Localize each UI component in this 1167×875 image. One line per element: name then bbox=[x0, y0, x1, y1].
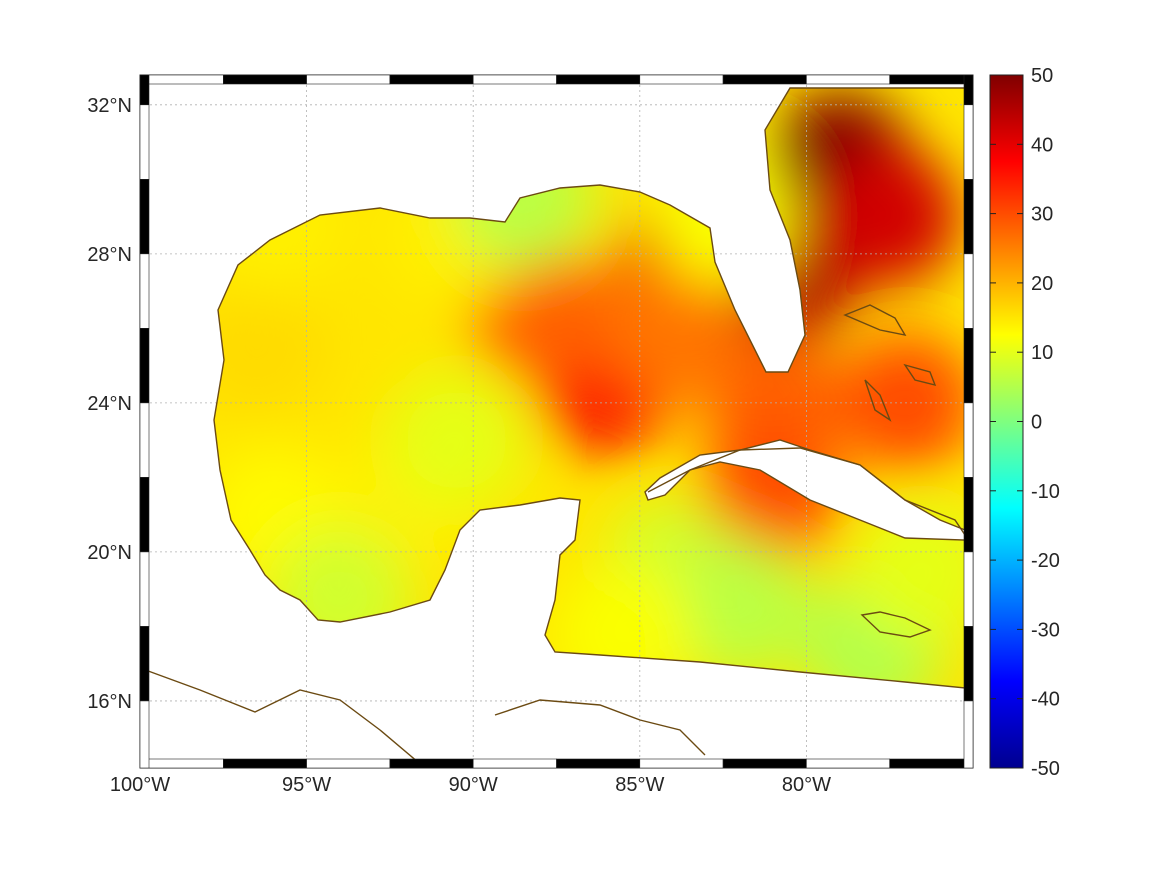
colorbar-tick-label: 20 bbox=[1031, 273, 1053, 295]
field-hotspot bbox=[386, 370, 527, 511]
frame-bar-right bbox=[963, 104, 974, 180]
latitude-label: 16°N bbox=[87, 691, 132, 713]
frame-bar-top bbox=[556, 74, 641, 85]
frame-bar-bottom bbox=[556, 758, 641, 769]
frame-bar-left bbox=[139, 477, 150, 553]
latitude-label: 28°N bbox=[87, 244, 132, 266]
frame-bar-bottom bbox=[472, 758, 557, 769]
frame-bar-bottom bbox=[806, 758, 891, 769]
colorbar: 50 40 30 20 10 0 -10 -20 -30 -40 -50 bbox=[989, 65, 1060, 780]
frame-bar-top bbox=[722, 74, 807, 85]
frame-bar-right bbox=[963, 626, 974, 702]
jamaica-outline bbox=[860, 611, 932, 638]
colorbar-tick-label: 30 bbox=[1031, 204, 1053, 226]
field-hotspot bbox=[214, 276, 327, 417]
frame-bar-bottom bbox=[722, 758, 807, 769]
frame-checker-bars bbox=[139, 74, 974, 769]
field-hotspot bbox=[669, 537, 810, 678]
frame-bar-bottom bbox=[306, 758, 391, 769]
frame-bar-top bbox=[889, 74, 974, 85]
frame-bar-right bbox=[963, 477, 974, 553]
latitude-label: 20°N bbox=[87, 542, 132, 564]
frame-bar-left bbox=[139, 551, 150, 627]
bahamas-outline bbox=[843, 304, 937, 422]
frame-bar-top bbox=[639, 74, 724, 85]
colorbar-tick-label: 10 bbox=[1031, 342, 1053, 364]
frame-bar-right bbox=[963, 700, 974, 769]
longitude-label: 85°W bbox=[615, 774, 664, 796]
frame-bar-left bbox=[139, 700, 150, 769]
frame-bar-left bbox=[139, 328, 150, 404]
frame-bar-left bbox=[139, 626, 150, 702]
frame-bar-bottom bbox=[389, 758, 474, 769]
colorbar-tick-label: 0 bbox=[1031, 412, 1042, 434]
frame-bar-left bbox=[139, 104, 150, 180]
frame-bar-top bbox=[223, 74, 307, 85]
frame-bar-right bbox=[963, 402, 974, 478]
frame-bar-left bbox=[139, 74, 150, 106]
frame-bar-left bbox=[139, 253, 150, 329]
field-hotspot bbox=[819, 146, 960, 287]
frame-bar-right bbox=[963, 179, 974, 255]
frame-bar-top bbox=[806, 74, 891, 85]
frame-bar-bottom bbox=[139, 758, 224, 769]
longitude-label: 80°W bbox=[782, 774, 831, 796]
latitude-label: 32°N bbox=[87, 95, 132, 117]
map-frame bbox=[139, 74, 974, 769]
colorbar-tick-label: -50 bbox=[1031, 758, 1060, 780]
colorbar-ticks: 50 40 30 20 10 0 -10 -20 -30 -40 -50 bbox=[990, 65, 1060, 780]
frame-bar-right bbox=[963, 328, 974, 404]
colorbar-tick-label: -40 bbox=[1031, 689, 1060, 711]
frame-bar-top bbox=[139, 74, 224, 85]
colorbar-tick-label: 40 bbox=[1031, 134, 1053, 156]
longitude-label: 100°W bbox=[110, 774, 170, 796]
colorbar-tick-label: -10 bbox=[1031, 481, 1060, 503]
honduras-coast bbox=[494, 699, 706, 756]
frame-bar-right bbox=[963, 253, 974, 329]
latitude-labels: 32°N 28°N 24°N 20°N 16°N bbox=[87, 95, 132, 713]
longitude-label: 95°W bbox=[282, 774, 331, 796]
frame-bar-top bbox=[389, 74, 474, 85]
longitude-labels: 100°W 95°W 90°W 85°W 80°W bbox=[110, 774, 831, 796]
frame-bar-left bbox=[139, 402, 150, 478]
frame-bar-bottom bbox=[639, 758, 724, 769]
frame-bar-top bbox=[306, 74, 391, 85]
colorbar-tick-label: 50 bbox=[1031, 65, 1053, 87]
frame-bar-bottom bbox=[889, 758, 974, 769]
field-hotspot bbox=[603, 258, 744, 399]
colorbar-tick-label: -20 bbox=[1031, 550, 1060, 572]
coastline bbox=[139, 87, 966, 769]
frame-bar-bottom bbox=[223, 758, 307, 769]
frame-bar-top bbox=[472, 74, 557, 85]
longitude-label: 90°W bbox=[449, 774, 498, 796]
frame-bar-left bbox=[139, 179, 150, 255]
frame-bar-right bbox=[963, 551, 974, 627]
colorbar-tick-label: -30 bbox=[1031, 619, 1060, 641]
frame-bar-right bbox=[963, 74, 974, 106]
cuba-outline bbox=[647, 447, 966, 536]
central-america-coast bbox=[139, 667, 426, 769]
latitude-label: 24°N bbox=[87, 393, 132, 415]
